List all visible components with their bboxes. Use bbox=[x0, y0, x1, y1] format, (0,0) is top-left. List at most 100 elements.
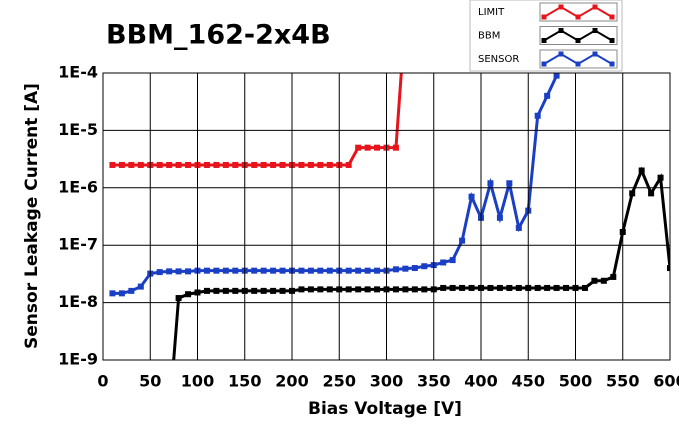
x-tick-label: 0 bbox=[97, 372, 108, 391]
data-point bbox=[364, 144, 371, 151]
data-point bbox=[213, 287, 220, 294]
data-point bbox=[166, 268, 173, 275]
data-point bbox=[156, 269, 163, 276]
legend-marker bbox=[609, 14, 615, 20]
data-point bbox=[355, 267, 362, 274]
data-point bbox=[440, 284, 447, 291]
data-point bbox=[600, 277, 607, 284]
data-point bbox=[506, 284, 513, 291]
legend-marker bbox=[541, 14, 547, 20]
data-point bbox=[317, 161, 324, 168]
x-tick-label: 50 bbox=[139, 372, 161, 391]
data-point bbox=[667, 265, 670, 272]
legend-marker bbox=[541, 61, 547, 67]
legend-marker bbox=[592, 4, 598, 10]
data-point bbox=[175, 161, 182, 168]
data-point bbox=[591, 277, 598, 284]
legend-marker bbox=[558, 51, 564, 57]
data-point bbox=[345, 286, 352, 293]
data-point bbox=[317, 286, 324, 293]
data-point bbox=[137, 161, 144, 168]
data-point bbox=[496, 284, 503, 291]
legend-marker bbox=[558, 28, 564, 33]
data-point bbox=[392, 144, 399, 151]
data-point bbox=[260, 287, 267, 294]
y-tick-label: 1E-8 bbox=[58, 292, 98, 311]
data-point bbox=[307, 267, 314, 274]
data-point bbox=[222, 287, 229, 294]
data-point bbox=[374, 267, 381, 274]
data-point bbox=[468, 193, 475, 200]
data-point bbox=[553, 284, 560, 291]
data-point bbox=[392, 266, 399, 273]
data-point bbox=[203, 287, 210, 294]
data-point bbox=[118, 161, 125, 168]
data-point bbox=[213, 161, 220, 168]
x-tick-label: 200 bbox=[275, 372, 308, 391]
data-point bbox=[251, 161, 258, 168]
data-point bbox=[459, 284, 466, 291]
data-point bbox=[515, 284, 522, 291]
x-tick-label: 600 bbox=[653, 372, 679, 391]
data-point bbox=[185, 161, 192, 168]
legend-marker bbox=[541, 38, 547, 43]
data-point bbox=[563, 284, 570, 291]
x-tick-label: 550 bbox=[606, 372, 639, 391]
data-point bbox=[392, 286, 399, 293]
legend-marker bbox=[575, 38, 581, 43]
data-point bbox=[534, 112, 541, 119]
data-point bbox=[307, 286, 314, 293]
data-point bbox=[166, 414, 172, 420]
legend-label: LIMIT bbox=[478, 7, 505, 18]
data-point bbox=[307, 161, 314, 168]
y-tick-label: 1E-7 bbox=[58, 235, 98, 254]
data-point bbox=[166, 161, 173, 168]
data-point bbox=[364, 267, 371, 274]
data-point bbox=[109, 161, 116, 168]
plot-area bbox=[109, 73, 670, 420]
y-tick-label: 1E-4 bbox=[58, 63, 98, 82]
data-point bbox=[496, 214, 503, 221]
data-point bbox=[279, 287, 286, 294]
data-point bbox=[345, 161, 352, 168]
data-point bbox=[118, 290, 125, 297]
data-point bbox=[232, 287, 239, 294]
data-point bbox=[515, 224, 522, 231]
data-point bbox=[638, 167, 645, 174]
data-point bbox=[222, 267, 229, 274]
data-point bbox=[260, 161, 267, 168]
data-point bbox=[203, 161, 210, 168]
data-point bbox=[374, 144, 381, 151]
x-tick-label: 300 bbox=[370, 372, 403, 391]
data-point bbox=[421, 286, 428, 293]
data-point bbox=[232, 161, 239, 168]
data-point bbox=[222, 161, 229, 168]
data-point bbox=[203, 267, 210, 274]
data-point bbox=[232, 267, 239, 274]
data-point bbox=[270, 287, 277, 294]
x-tick-label: 450 bbox=[512, 372, 545, 391]
data-point bbox=[355, 286, 362, 293]
data-point bbox=[402, 286, 409, 293]
x-tick-label: 350 bbox=[417, 372, 450, 391]
y-tick-label: 1E-9 bbox=[58, 350, 98, 369]
data-point bbox=[137, 283, 144, 290]
x-tick-label: 250 bbox=[323, 372, 356, 391]
legend-marker bbox=[592, 51, 598, 57]
data-point bbox=[629, 190, 636, 197]
x-tick-label: 150 bbox=[228, 372, 261, 391]
data-point bbox=[251, 267, 258, 274]
legend-label: BBM bbox=[478, 31, 500, 42]
data-point bbox=[553, 73, 560, 79]
data-point bbox=[506, 180, 513, 187]
data-point bbox=[355, 144, 362, 151]
data-point bbox=[402, 265, 409, 272]
x-axis-label: Bias Voltage [V] bbox=[308, 399, 462, 419]
chart-title: BBM_162-2x4B bbox=[106, 20, 331, 51]
data-point bbox=[421, 263, 428, 270]
data-point bbox=[326, 267, 333, 274]
data-point bbox=[279, 267, 286, 274]
data-point bbox=[270, 161, 277, 168]
data-point bbox=[411, 265, 418, 272]
data-point bbox=[279, 161, 286, 168]
